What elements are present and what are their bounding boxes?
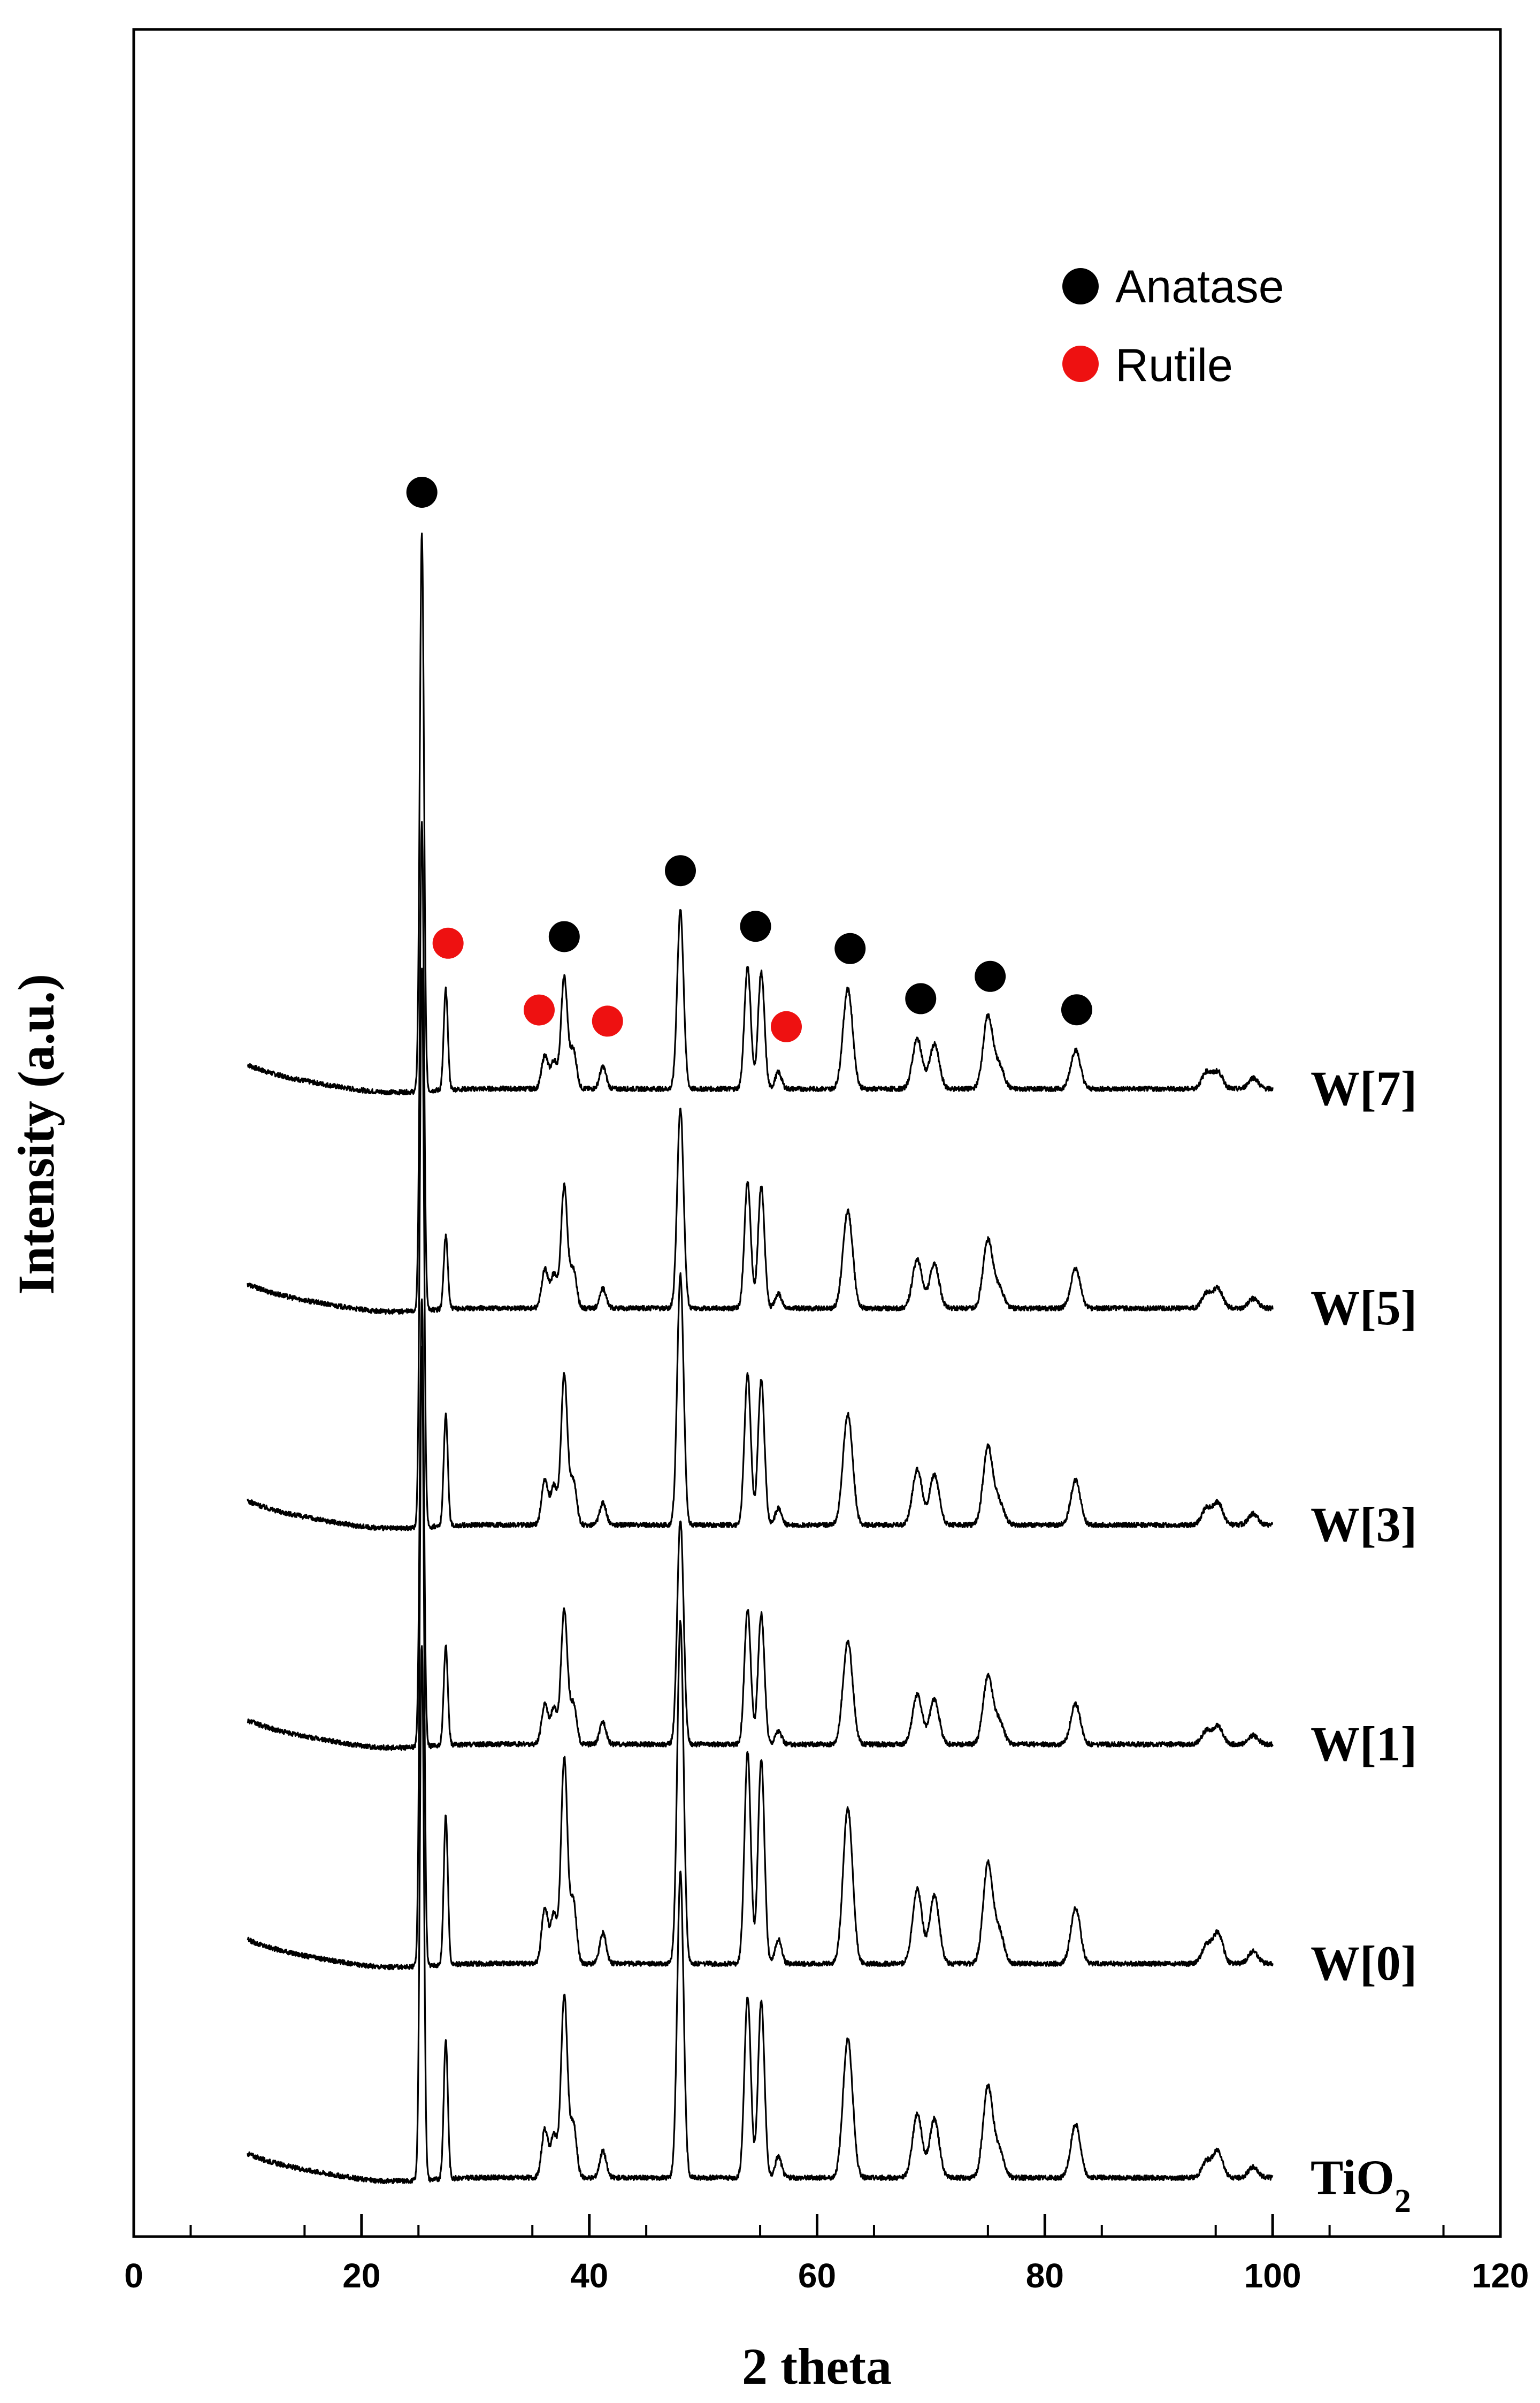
series-line xyxy=(247,967,1274,1531)
legend: Anatase Rutile xyxy=(1062,261,1284,391)
series-label: W[3] xyxy=(1311,1497,1417,1552)
phase-markers xyxy=(406,477,1092,1042)
series-label: W[5] xyxy=(1311,1280,1417,1335)
x-tick-label: 40 xyxy=(570,2256,608,2295)
rutile-marker xyxy=(523,994,555,1026)
x-axis-title: 2 theta xyxy=(742,2338,892,2395)
rutile-marker xyxy=(592,1005,623,1037)
anatase-marker xyxy=(406,477,438,508)
anatase-marker xyxy=(1061,994,1092,1026)
x-tick-label: 20 xyxy=(342,2256,380,2295)
x-tick-label: 80 xyxy=(1026,2256,1064,2295)
legend-anatase-label: Anatase xyxy=(1115,261,1284,312)
anatase-marker xyxy=(834,933,866,964)
series-label: W[0] xyxy=(1311,1936,1417,1990)
series-label: W[7] xyxy=(1311,1061,1417,1116)
series-line xyxy=(247,1298,1274,1751)
anatase-marker xyxy=(905,983,937,1014)
series-line xyxy=(247,1645,1274,2184)
series-line xyxy=(247,821,1274,1315)
anatase-marker xyxy=(548,921,580,952)
series-line xyxy=(247,1346,1274,1971)
series-labels: W[7] W[5] W[3] W[1] W[0] TiO2 xyxy=(1311,1061,1417,2219)
anatase-marker xyxy=(740,911,771,942)
series-line xyxy=(247,532,1274,1096)
rutile-marker xyxy=(432,927,464,959)
anatase-marker xyxy=(665,855,696,887)
anatase-marker xyxy=(975,960,1006,992)
x-tick-label: 0 xyxy=(124,2256,143,2295)
x-axis-ticks: 0 20 40 60 80 100 120 xyxy=(124,2214,1529,2295)
x-tick-label: 120 xyxy=(1472,2256,1529,2295)
series-label: TiO2 xyxy=(1311,2150,1411,2219)
series-layer xyxy=(247,532,1274,2184)
legend-rutile-marker xyxy=(1062,346,1099,382)
rutile-marker xyxy=(771,1011,802,1042)
legend-rutile-label: Rutile xyxy=(1115,340,1233,391)
x-tick-label: 60 xyxy=(798,2256,836,2295)
x-tick-label: 100 xyxy=(1244,2256,1301,2295)
y-axis-title: Intensity (a.u.) xyxy=(7,974,65,1295)
legend-anatase-marker xyxy=(1062,268,1099,304)
series-label: W[1] xyxy=(1311,1717,1417,1771)
